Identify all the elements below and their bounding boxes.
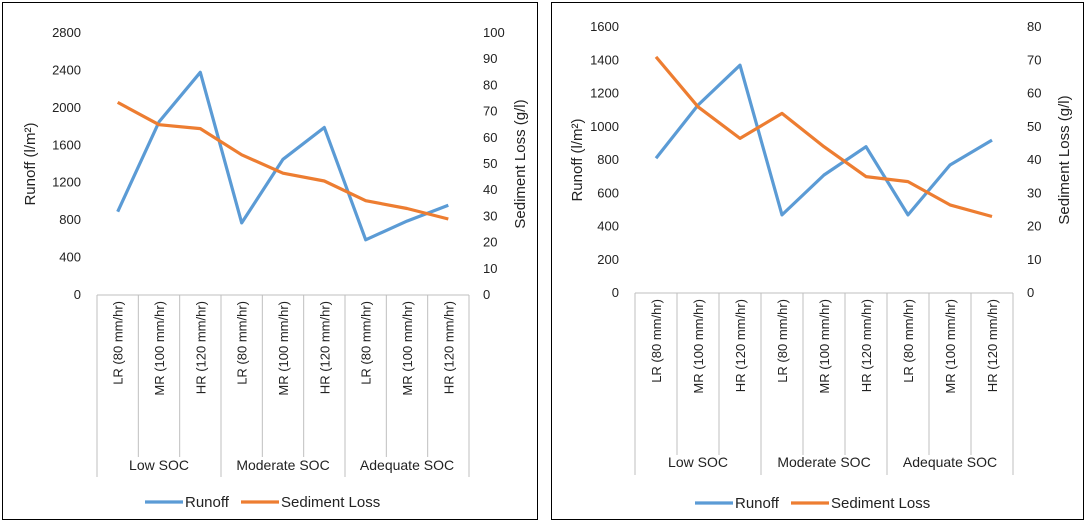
- right-x-tick-label: HR (120 mm/hr): [859, 299, 874, 392]
- left-y2-tick-label: 80: [483, 77, 497, 92]
- right-x-tick-label: LR (80 mm/hr): [649, 299, 664, 383]
- left-legend-sediment-label: Sediment Loss: [281, 494, 380, 511]
- left-y2-tick-label: 70: [483, 104, 497, 119]
- right-group-label: Adequate SOC: [903, 454, 997, 470]
- right-y2-tick-label: 40: [1027, 152, 1041, 167]
- left-x-tick-label: HR (120 mm/hr): [193, 301, 208, 394]
- left-group-label: Moderate SOC: [236, 457, 329, 473]
- right-series-line-sediment-loss: [654, 55, 993, 219]
- right-y-tick-label: 200: [597, 252, 619, 267]
- left-x-tick-label: LR (80 mm/hr): [235, 301, 250, 385]
- right-y2-tick-label: 20: [1027, 219, 1041, 234]
- right-y-tick-label: 1000: [590, 119, 619, 134]
- right-y2-axis-title: Sediment Loss (g/l): [1056, 95, 1073, 224]
- right-legend-runoff-label: Runoff: [735, 495, 780, 512]
- left-y2-tick-label: 30: [483, 208, 497, 223]
- right-y2-tick-label: 70: [1027, 52, 1041, 67]
- left-y-tick-label: 2400: [52, 62, 81, 77]
- left-y2-tick-label: 50: [483, 156, 497, 171]
- left-y2-tick-label: 10: [483, 261, 497, 276]
- right-y2-tick-label: 60: [1027, 86, 1041, 101]
- left-y2-tick-label: 20: [483, 235, 497, 250]
- left-x-tick-label: MR (100 mm/hr): [400, 301, 415, 396]
- right-legend-sediment-label: Sediment Loss: [831, 495, 930, 512]
- left-y-tick-label: 2000: [52, 100, 81, 115]
- left-x-tick-label: LR (80 mm/hr): [359, 301, 374, 385]
- left-group-label: Low SOC: [129, 457, 189, 473]
- chart-right-svg: 0 200 400 600 800 1000 1200 1400 1600 0 10 20 30 40 50…: [569, 19, 1073, 512]
- left-y-tick-label: 400: [59, 250, 81, 265]
- right-y-tick-label: 1600: [590, 19, 619, 34]
- right-y-tick-label: 600: [597, 185, 619, 200]
- left-x-tick-label: HR (120 mm/hr): [441, 301, 456, 394]
- left-y2-tick-label: 90: [483, 51, 497, 66]
- left-y-tick-label: 800: [59, 212, 81, 227]
- left-x-tick-label: LR (80 mm/hr): [111, 301, 126, 385]
- left-x-tick-label: MR (100 mm/hr): [276, 301, 291, 396]
- left-y2-axis-title: Sediment Loss (g/l): [512, 99, 529, 228]
- left-y-axis-title: Runoff (l/m²): [22, 122, 39, 205]
- right-y-tick-label: 1200: [590, 86, 619, 101]
- left-y2-tick-label: 100: [483, 25, 505, 40]
- right-y2-tick-label: 80: [1027, 19, 1041, 34]
- right-y2-tick-label: 50: [1027, 119, 1041, 134]
- left-legend-runoff-label: Runoff: [185, 494, 230, 511]
- left-y-tick-label: 1200: [52, 175, 81, 190]
- right-y-tick-label: 1400: [590, 52, 619, 67]
- right-x-tick-label: MR (100 mm/hr): [817, 299, 832, 394]
- left-x-tick-label: HR (120 mm/hr): [317, 301, 332, 394]
- left-y-tick-label: 2800: [52, 25, 81, 40]
- chart-panel-left: 0 400 800 1200 1600 2000 2400 2800 0 10 20 30 40 50 60…: [2, 2, 538, 520]
- chart-panel-right: 0 200 400 600 800 1000 1200 1400 1600 0 10 20 30 40 50…: [551, 2, 1084, 520]
- left-series-line-runoff: [116, 70, 449, 242]
- left-y2-tick-label: 0: [483, 287, 490, 302]
- right-y-tick-label: 800: [597, 152, 619, 167]
- left-y2-tick-label: 40: [483, 182, 497, 197]
- right-y-tick-label: 0: [612, 285, 619, 300]
- left-y-tick-label: 0: [74, 287, 81, 302]
- right-x-tick-label: HR (120 mm/hr): [733, 299, 748, 392]
- left-y-tick-label: 1600: [52, 137, 81, 152]
- right-y-axis-title: Runoff (l/m²): [569, 118, 586, 201]
- right-y2-tick-label: 10: [1027, 252, 1041, 267]
- right-y2-tick-label: 0: [1027, 285, 1034, 300]
- chart-left-svg: 0 400 800 1200 1600 2000 2400 2800 0 10 20 30 40 50 60…: [22, 25, 529, 511]
- left-y2-tick-label: 60: [483, 130, 497, 145]
- right-y-tick-label: 400: [597, 219, 619, 234]
- right-x-tick-label: LR (80 mm/hr): [901, 299, 916, 383]
- right-series-line-runoff: [654, 63, 993, 217]
- left-group-label: Adequate SOC: [360, 457, 454, 473]
- right-x-tick-label: LR (80 mm/hr): [775, 299, 790, 383]
- right-y2-tick-label: 30: [1027, 185, 1041, 200]
- left-x-tick-label: MR (100 mm/hr): [152, 301, 167, 396]
- right-x-tick-label: MR (100 mm/hr): [691, 299, 706, 394]
- right-group-label: Low SOC: [668, 454, 728, 470]
- right-group-label: Moderate SOC: [777, 454, 870, 470]
- right-x-tick-label: HR (120 mm/hr): [985, 299, 1000, 392]
- right-x-tick-label: MR (100 mm/hr): [943, 299, 958, 394]
